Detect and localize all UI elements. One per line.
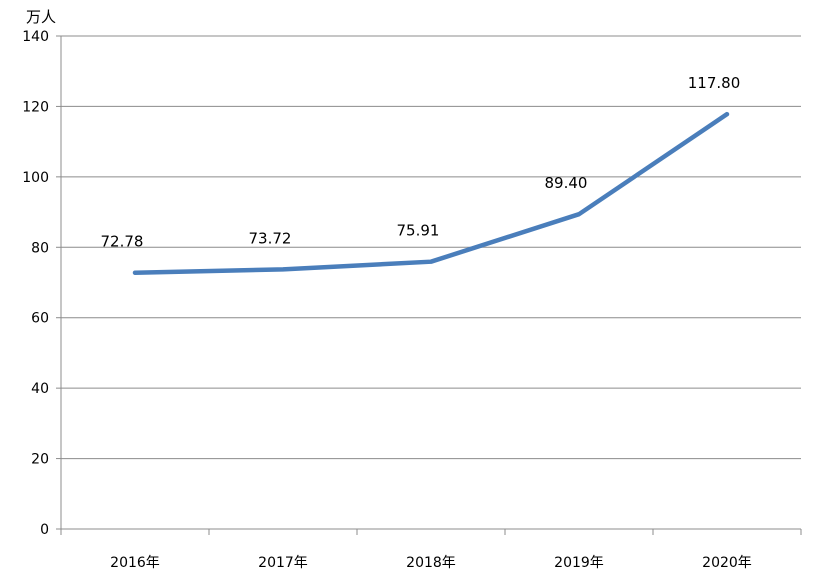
series-line <box>132 111 730 275</box>
x-tick-label: 2016年 <box>110 555 160 571</box>
data-labels: 72.78 73.72 75.91 89.40 117.80 <box>101 74 741 251</box>
data-label: 89.40 <box>545 174 588 192</box>
y-tick-label: 120 <box>22 99 49 115</box>
data-label: 75.91 <box>397 222 440 240</box>
x-tick-label: 2019年 <box>554 555 604 571</box>
x-axis-ticks: 2016年 2017年 2018年 2019年 2020年 <box>60 529 802 571</box>
y-tick-label: 60 <box>31 311 49 327</box>
axes <box>60 36 801 530</box>
y-tick-label: 20 <box>31 452 49 468</box>
y-tick-label: 0 <box>40 522 49 538</box>
data-label: 72.78 <box>101 233 144 251</box>
data-label: 73.72 <box>249 229 292 247</box>
data-label: 117.80 <box>688 74 741 92</box>
gridlines <box>61 35 801 460</box>
series-lines <box>132 111 730 275</box>
y-tick-label: 100 <box>22 170 49 186</box>
x-tick-label: 2018年 <box>406 555 456 571</box>
y-tick-label: 80 <box>31 240 49 256</box>
y-tick-label: 40 <box>31 381 49 397</box>
y-axis-ticks: 0 20 40 60 80 100 120 140 <box>22 29 61 538</box>
y-tick-label: 140 <box>22 29 49 45</box>
x-tick-label: 2017年 <box>258 555 308 571</box>
y-axis-unit-label: 万人 <box>26 8 56 26</box>
x-tick-label: 2020年 <box>702 555 752 571</box>
